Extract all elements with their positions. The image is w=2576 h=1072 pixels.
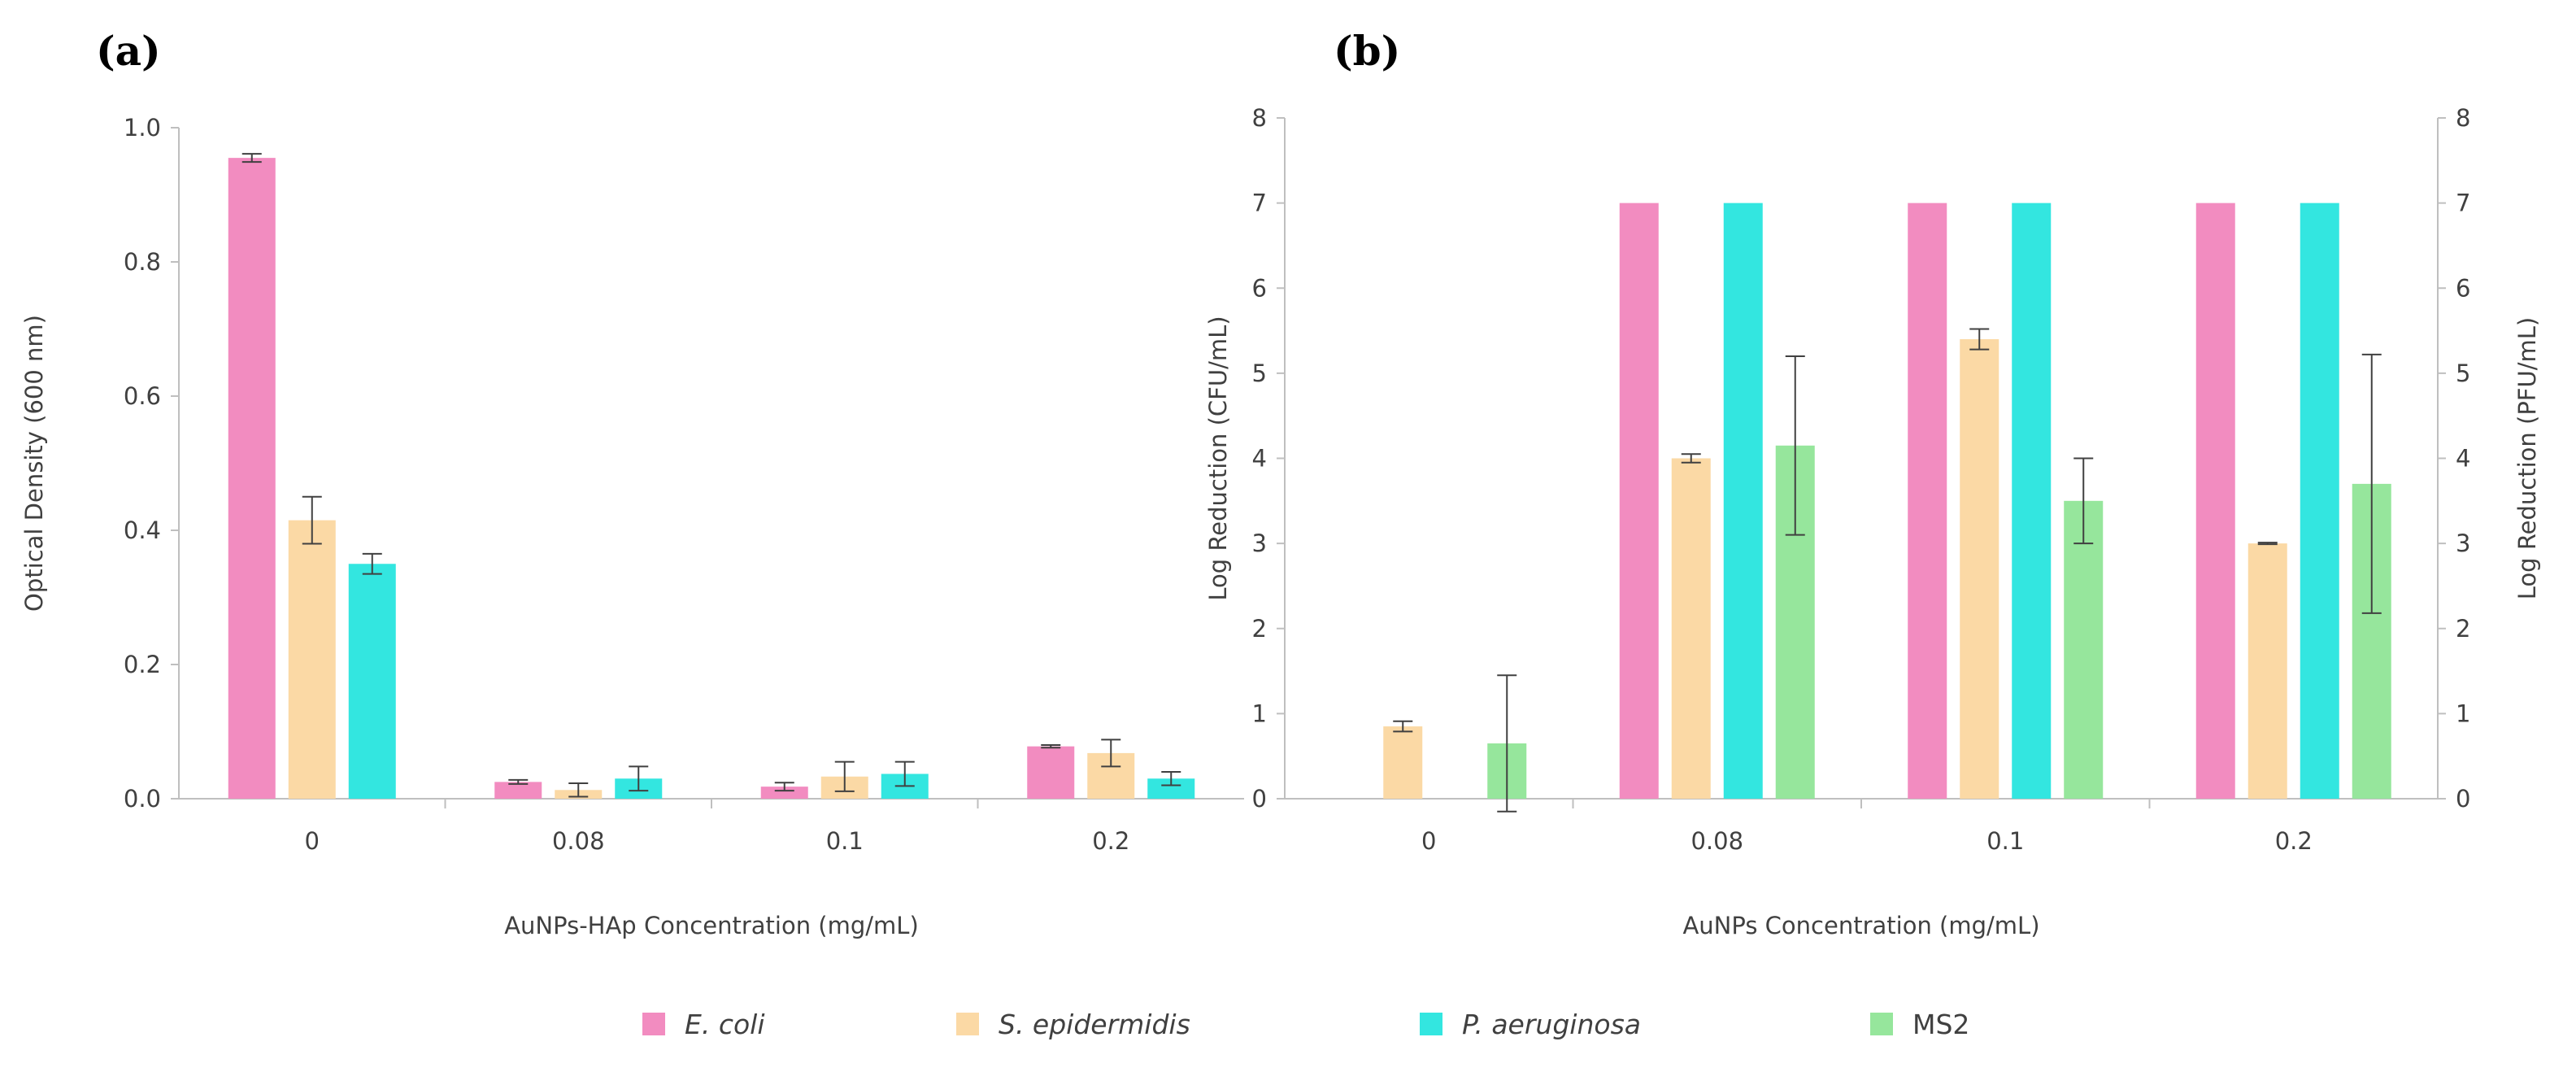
chart-b: 0 0 1 1 2 2 3 3 4 4 5 5 6 6 7 7 8 8 0 0.08 0.1 0.2 AuNPs Conce… <box>1204 104 2541 939</box>
y-tick-label: 0.2 <box>124 651 161 678</box>
y2-tick-label: 6 <box>2456 274 2470 302</box>
y2-tick-label: 1 <box>2456 699 2470 727</box>
legend-swatch-ms2 <box>1870 1013 1893 1035</box>
x-tick-label: 0.08 <box>1690 827 1743 855</box>
y-tick-label: 2 <box>1252 615 1267 643</box>
y2-tick-label: 8 <box>2456 104 2470 132</box>
y2-tick-label: 4 <box>2456 445 2470 473</box>
bar-p-aeruginosa-0-2 <box>2300 203 2339 799</box>
y-tick-label: 6 <box>1252 274 1267 302</box>
bar-e-coli-0-1 <box>1908 203 1947 799</box>
y2-tick-label: 7 <box>2456 190 2470 217</box>
y-tick-label: 0.6 <box>124 382 161 410</box>
y-axis-title: Log Reduction (CFU/mL) <box>1204 316 1232 600</box>
y2-tick-label: 0 <box>2456 785 2470 813</box>
legend-label-s-epidermidis: S. epidermidis <box>999 1009 1190 1040</box>
y-tick-label: 7 <box>1252 190 1267 217</box>
y2-tick-label: 5 <box>2456 360 2470 387</box>
y-tick-label: 0.4 <box>124 516 161 544</box>
legend-swatch-s-epidermidis <box>956 1013 979 1035</box>
x-tick-label: 0.2 <box>1092 827 1129 855</box>
bar-p-aeruginosa-0 <box>348 564 396 799</box>
legend: E. coli S. epidermidis P. aeruginosa MS2 <box>642 1009 1969 1040</box>
bar-e-coli-0-08 <box>1619 203 1659 799</box>
y-tick-label: 0 <box>1252 785 1267 813</box>
bar-s-epidermidis-0 <box>1383 726 1423 799</box>
bar-e-coli-0-2 <box>1027 746 1075 799</box>
bar-e-coli-0-1 <box>760 787 808 799</box>
y-tick-label: 1.0 <box>124 114 161 142</box>
panel-label-a: (a) <box>96 27 161 75</box>
y2-tick-label: 3 <box>2456 529 2470 557</box>
bar-s-epidermidis-0-1 <box>1960 339 1999 799</box>
x-tick-label: 0.08 <box>552 827 605 855</box>
bar-e-coli-0-2 <box>2195 203 2235 799</box>
x-tick-label: 0.1 <box>826 827 864 855</box>
bar-e-coli-0-08 <box>494 782 542 799</box>
y2-axis-title: Log Reduction (PFU/mL) <box>2513 317 2541 599</box>
y-tick-label: 3 <box>1252 529 1267 557</box>
x-tick-label: 0 <box>305 827 320 855</box>
legend-label-e-coli: E. coli <box>685 1009 765 1040</box>
bar-s-epidermidis-0-08 <box>1671 458 1711 799</box>
y-tick-label: 8 <box>1252 104 1267 132</box>
bar-ms2-0-1 <box>2064 500 2104 799</box>
bar-s-epidermidis-0-2 <box>2247 543 2287 799</box>
bar-p-aeruginosa-0-1 <box>2012 203 2052 799</box>
x-tick-label: 0.1 <box>1986 827 2024 855</box>
legend-label-p-aeruginosa: P. aeruginosa <box>1462 1009 1641 1040</box>
legend-label-ms2: MS2 <box>1912 1009 1969 1040</box>
y-tick-label: 0.0 <box>124 785 161 813</box>
y-axis-title: Optical Density (600 nm) <box>20 315 48 612</box>
y-tick-label: 0.8 <box>124 248 161 276</box>
bar-p-aeruginosa-0-08 <box>1723 203 1763 799</box>
legend-swatch-e-coli <box>642 1013 665 1035</box>
y-tick-label: 4 <box>1252 445 1267 473</box>
bar-s-epidermidis-0 <box>288 520 336 799</box>
x-tick-label: 0 <box>1421 827 1436 855</box>
chart-a: 0.0 0.2 0.4 0.6 0.8 1.0 0 0.08 0.1 0.2 AuNPs-HAp C… <box>20 114 1244 939</box>
bar-e-coli-0 <box>228 158 276 799</box>
y-tick-label: 1 <box>1252 699 1267 727</box>
x-axis-title: AuNPs-HAp Concentration (mg/mL) <box>504 912 919 939</box>
y-tick-label: 5 <box>1252 360 1267 387</box>
x-tick-label: 0.2 <box>2275 827 2313 855</box>
legend-swatch-p-aeruginosa <box>1420 1013 1442 1035</box>
y2-tick-label: 2 <box>2456 615 2470 643</box>
x-axis-title: AuNPs Concentration (mg/mL) <box>1682 912 2039 939</box>
panel-label-b: (b) <box>1334 27 1400 75</box>
